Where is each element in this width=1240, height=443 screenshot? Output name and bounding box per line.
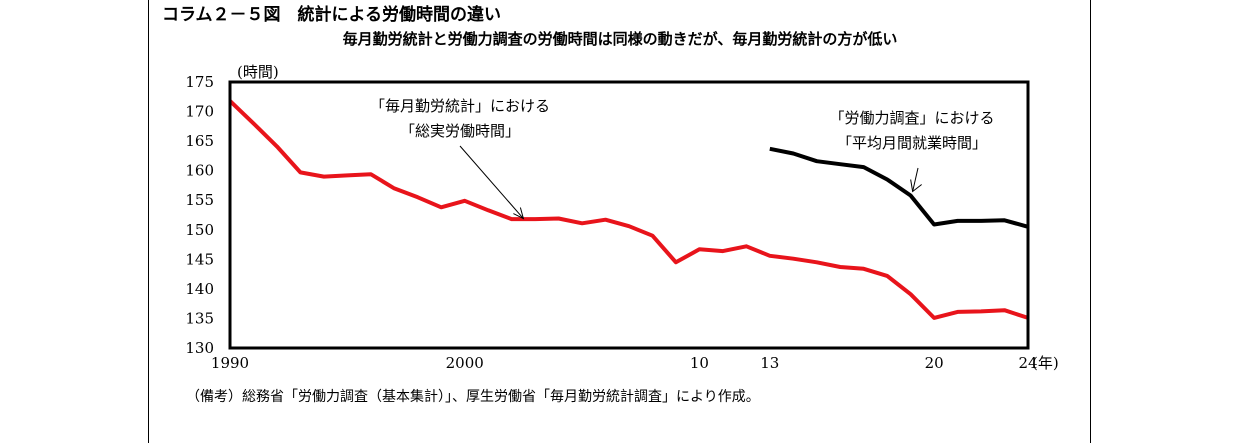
- y-tick-label: 165: [185, 132, 214, 150]
- annotation-arrowhead-monthly: [513, 207, 525, 220]
- annotation-labour-force: 「労働力調査」における: [829, 109, 994, 127]
- page-frame-left: [148, 0, 149, 443]
- annotation-arrow-monthly: [459, 145, 524, 219]
- y-tick-label: 135: [185, 309, 214, 327]
- y-tick-label: 175: [185, 73, 214, 91]
- series-line-1: [228, 99, 1029, 320]
- annotations: 「毎月勤労統計」における「総実労働時間」 「労働力調査」における「平均月間就業時間…: [370, 97, 995, 220]
- y-axis-ticks: 130 135 140 145 150 155 160 165 170 175: [185, 73, 214, 357]
- y-axis-unit: (時間): [237, 63, 279, 81]
- annotation-monthly-labour: 「総実労働時間」: [400, 122, 520, 140]
- y-tick-label: 160: [185, 162, 214, 180]
- figure-title: コラム２－５図 統計による労働時間の違い: [162, 5, 501, 25]
- series-line-2: [769, 146, 1029, 229]
- series-lines: [228, 99, 1029, 320]
- x-tick-label: 1990: [211, 354, 249, 372]
- x-tick-label: 2000: [446, 354, 484, 372]
- annotation-arrow-labour-force: [912, 167, 919, 192]
- figure-subtitle: 毎月勤労統計と労働力調査の労働時間は同様の動きだが、毎月勤労統計の方が低い: [342, 30, 898, 48]
- annotation-monthly-labour: 「毎月勤労統計」における: [370, 97, 550, 115]
- x-tick-label: 20: [925, 354, 944, 372]
- y-tick-label: 150: [185, 221, 214, 239]
- source-note: （備考）総務省「労働力調査（基本集計）」、厚生労働省「毎月勤労統計調査」により作…: [186, 389, 760, 405]
- x-tick-label: 13: [760, 354, 779, 372]
- y-tick-label: 140: [185, 280, 214, 298]
- y-tick-label: 130: [185, 339, 214, 357]
- annotation-labour-force: 「平均月間就業時間」: [837, 134, 987, 152]
- x-axis-ticks: 1990 2000 10 13 20 24(年): [211, 354, 1059, 372]
- plot-area-frame: [228, 80, 1030, 350]
- y-tick-label: 145: [185, 250, 214, 268]
- y-tick-label: 155: [185, 191, 214, 209]
- x-tick-label: 10: [690, 354, 709, 372]
- y-tick-label: 170: [185, 103, 214, 121]
- annotation-arrowhead-labour-force: [910, 179, 922, 193]
- page-frame-right: [1090, 0, 1091, 443]
- x-axis-unit: (年): [1032, 354, 1059, 372]
- x-tick-label: 24: [1018, 354, 1037, 372]
